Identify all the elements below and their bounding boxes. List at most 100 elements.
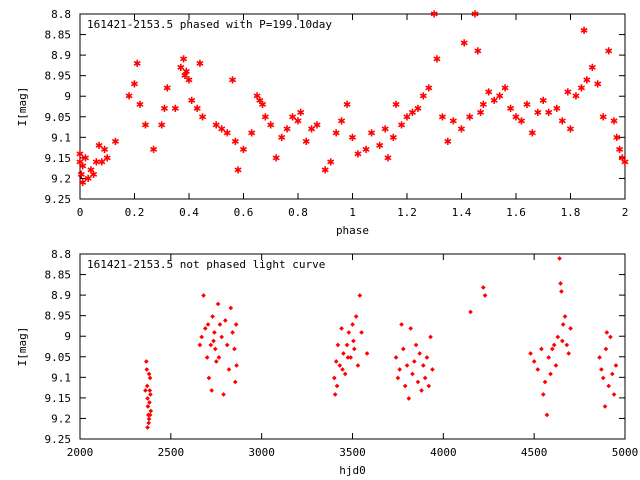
data-point: ◆: [145, 395, 150, 402]
data-point: ✱: [449, 116, 457, 127]
data-point: ◆: [148, 374, 153, 381]
y-tick-label: 9.25: [45, 193, 72, 206]
y-tick-label: 9.2: [51, 172, 71, 185]
data-point: ◆: [563, 313, 568, 320]
data-point: ✱: [506, 104, 514, 115]
data-point: ✱: [534, 108, 542, 119]
data-point: ✱: [158, 121, 166, 132]
x-tick-label: 3500: [339, 446, 366, 459]
data-point: ◆: [203, 325, 208, 332]
data-point: ◆: [148, 391, 153, 398]
data-point: ◆: [430, 366, 435, 373]
data-point: ✱: [523, 100, 531, 111]
data-point: ✱: [79, 178, 87, 189]
data-point: ✱: [313, 121, 321, 132]
data-point: ✱: [392, 100, 400, 111]
data-point: ◆: [223, 317, 228, 324]
data-point: ◆: [401, 346, 406, 353]
data-point: ✱: [425, 84, 433, 95]
data-point: ✱: [98, 158, 106, 169]
data-point: ✱: [77, 170, 85, 181]
data-point: ◆: [566, 350, 571, 357]
data-point: ◆: [206, 321, 211, 328]
data-point: ✱: [558, 116, 566, 127]
data-point: ✱: [332, 129, 340, 140]
data-point: ✱: [613, 133, 621, 144]
data-point: ◆: [145, 383, 150, 390]
data-point: ◆: [347, 329, 352, 336]
data-point: ◆: [608, 333, 613, 340]
data-point: ◆: [205, 354, 210, 361]
data-point: ◆: [232, 346, 237, 353]
y-tick-label: 9: [64, 90, 71, 103]
data-point: ◆: [535, 366, 540, 373]
x-tick-label: 0.2: [125, 206, 145, 219]
data-point: ◆: [233, 379, 238, 386]
y-tick-label: 9.15: [45, 392, 72, 405]
data-point: ◆: [332, 374, 337, 381]
x-tick-label: 0.4: [179, 206, 199, 219]
data-point: ✱: [594, 79, 602, 90]
data-point: ✱: [403, 112, 411, 123]
x-tick-label: 1.6: [506, 206, 526, 219]
data-point: ✱: [577, 84, 585, 95]
data-point: ✱: [621, 158, 629, 169]
data-point: ◆: [407, 395, 412, 402]
data-point: ◆: [397, 366, 402, 373]
data-point: ◆: [365, 350, 370, 357]
x-tick-label: 4000: [430, 446, 457, 459]
data-point: ✱: [321, 166, 329, 177]
data-point: ✱: [163, 84, 171, 95]
data-point: ✱: [327, 158, 335, 169]
y-tick-label: 8.95: [45, 310, 72, 323]
data-point: ✱: [465, 112, 473, 123]
data-point: ✱: [182, 67, 190, 78]
data-point: ◆: [198, 342, 203, 349]
data-point: ✱: [384, 153, 392, 164]
data-point: ◆: [568, 325, 573, 332]
data-point: ◆: [552, 342, 557, 349]
data-point: ◆: [216, 300, 221, 307]
data-point: ◆: [144, 358, 149, 365]
data-point: ◆: [147, 370, 152, 377]
data-point: ◆: [612, 391, 617, 398]
y-tick-label: 8.85: [45, 29, 72, 42]
data-point: ◆: [414, 342, 419, 349]
data-point: ◆: [481, 284, 486, 291]
y-tick-label: 9.05: [45, 351, 72, 364]
data-point: ✱: [397, 121, 405, 132]
data-point: ✱: [198, 112, 206, 123]
data-point: ◆: [356, 362, 361, 369]
data-point: ◆: [545, 411, 550, 418]
data-point: ✱: [615, 145, 623, 156]
data-point: ◆: [146, 403, 151, 410]
x-tick-label: 2500: [158, 446, 185, 459]
y-tick-label: 8.95: [45, 70, 72, 83]
data-point: ◆: [405, 362, 410, 369]
data-point: ◆: [403, 383, 408, 390]
data-point: ✱: [141, 121, 149, 132]
data-point: ✱: [133, 59, 141, 70]
data-point: ✱: [111, 137, 119, 148]
data-point: ◆: [213, 346, 218, 353]
data-point: ✱: [381, 125, 389, 136]
data-point: ✱: [433, 55, 441, 66]
data-point: ◆: [604, 346, 609, 353]
data-point: ✱: [490, 96, 498, 107]
data-point: ◆: [217, 354, 222, 361]
data-point: ✱: [171, 104, 179, 115]
data-point: ✱: [89, 170, 97, 181]
data-point: ✱: [583, 75, 591, 86]
data-point: ◆: [560, 337, 565, 344]
data-point: ◆: [221, 391, 226, 398]
data-point: ◆: [341, 350, 346, 357]
data-point: ◆: [234, 321, 239, 328]
x-tick-label: 1.2: [397, 206, 417, 219]
data-point: ✱: [212, 121, 220, 132]
data-point: ✱: [545, 108, 553, 119]
data-point: ✱: [95, 141, 103, 152]
data-point: ◆: [211, 337, 216, 344]
data-point: ◆: [408, 325, 413, 332]
y-tick-label: 8.8: [51, 248, 71, 261]
data-point: ✱: [376, 141, 384, 152]
